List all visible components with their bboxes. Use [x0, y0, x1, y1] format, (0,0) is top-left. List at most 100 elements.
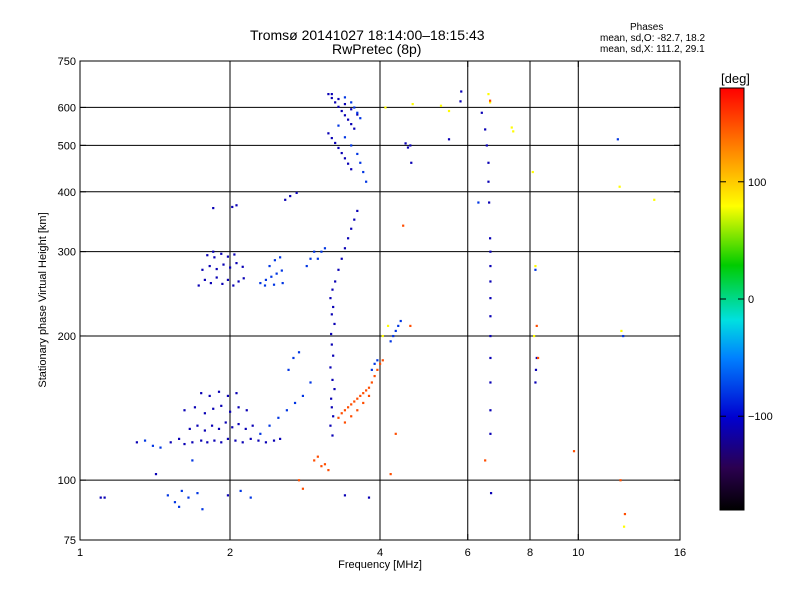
colorbar-tick-label: −100: [748, 411, 773, 423]
y-tick-label: 200: [58, 331, 76, 343]
data-point: [477, 201, 480, 204]
data-point: [330, 92, 333, 96]
data-point: [327, 469, 330, 472]
data-point: [337, 146, 340, 150]
data-point: [343, 409, 347, 412]
data-point: [332, 415, 335, 418]
colorbar-tick-label: 100: [748, 177, 766, 189]
data-point: [187, 496, 190, 499]
data-point: [206, 441, 209, 444]
data-point: [200, 392, 203, 395]
data-point: [350, 168, 353, 171]
data-point: [237, 406, 240, 409]
data-point: [362, 401, 365, 405]
data-point: [489, 356, 492, 360]
data-point: [536, 356, 540, 360]
data-point: [531, 170, 534, 174]
data-point: [231, 426, 234, 429]
data-points: [99, 90, 656, 528]
data-point: [480, 111, 483, 114]
data-point: [379, 362, 382, 365]
data-point: [201, 508, 204, 511]
data-point: [191, 459, 194, 462]
data-point: [622, 334, 625, 338]
data-point: [334, 101, 337, 104]
data-point: [489, 432, 492, 435]
data-point: [376, 359, 379, 362]
data-point: [381, 359, 384, 362]
data-point: [356, 409, 359, 412]
data-point: [447, 138, 451, 141]
data-point: [183, 409, 186, 412]
data-point: [242, 277, 245, 280]
data-point: [329, 366, 332, 369]
data-point: [330, 406, 333, 409]
data-point: [220, 404, 223, 407]
phase-stats-x: mean, sd,X: 111.2, 29.1: [600, 44, 705, 55]
data-point: [295, 191, 298, 195]
data-point: [367, 386, 371, 389]
axis-ticks: 1 2 4 6 8 10 16 75 100 200 300 400 500 600 750: [58, 56, 686, 559]
data-point: [510, 126, 513, 129]
data-point: [222, 263, 225, 266]
data-point: [135, 441, 138, 444]
data-point: [226, 278, 230, 281]
data-point: [212, 407, 215, 410]
data-point: [359, 117, 362, 120]
data-point: [334, 141, 337, 145]
data-point: [370, 381, 373, 384]
data-point: [367, 496, 371, 499]
data-point: [340, 109, 343, 113]
data-point: [320, 250, 323, 253]
chart-subtitle: RwPretec (8p): [332, 41, 422, 57]
data-point: [229, 266, 232, 269]
data-point: [208, 264, 211, 268]
data-point: [330, 136, 333, 140]
data-point: [346, 237, 350, 240]
data-point: [535, 324, 538, 328]
data-point: [297, 479, 301, 482]
data-point: [235, 204, 238, 207]
data-point: [235, 262, 238, 265]
data-point: [620, 329, 623, 333]
data-point: [173, 501, 177, 504]
data-point: [287, 368, 290, 371]
data-point: [340, 151, 343, 155]
data-point: [373, 374, 376, 378]
data-point: [284, 198, 287, 201]
data-point: [327, 132, 330, 135]
data-point: [572, 450, 576, 453]
data-point: [188, 427, 191, 431]
data-point: [489, 297, 492, 300]
data-point: [329, 424, 332, 427]
data-point: [346, 162, 350, 165]
data-point: [350, 403, 353, 406]
data-point: [259, 281, 262, 285]
data-point: [487, 92, 490, 96]
data-point: [346, 118, 350, 121]
data-point: [337, 105, 340, 108]
data-point: [273, 259, 276, 262]
data-point: [103, 496, 106, 499]
data-point: [484, 128, 487, 131]
data-point: [206, 254, 209, 257]
data-point: [277, 416, 280, 419]
data-point: [333, 322, 336, 326]
data-point: [397, 324, 400, 328]
data-point: [447, 109, 451, 113]
data-point: [356, 111, 359, 114]
colorbar-label: [deg]: [721, 71, 750, 86]
data-point: [410, 161, 413, 164]
data-point: [489, 264, 492, 268]
data-point: [292, 356, 295, 360]
data-point: [330, 397, 333, 400]
data-point: [394, 329, 397, 333]
data-point: [489, 99, 492, 102]
data-point: [404, 142, 407, 145]
data-point: [484, 459, 487, 462]
data-point: [356, 113, 359, 116]
data-point: [332, 305, 335, 309]
data-point: [209, 281, 212, 285]
data-point: [249, 496, 252, 499]
data-point: [244, 427, 247, 431]
